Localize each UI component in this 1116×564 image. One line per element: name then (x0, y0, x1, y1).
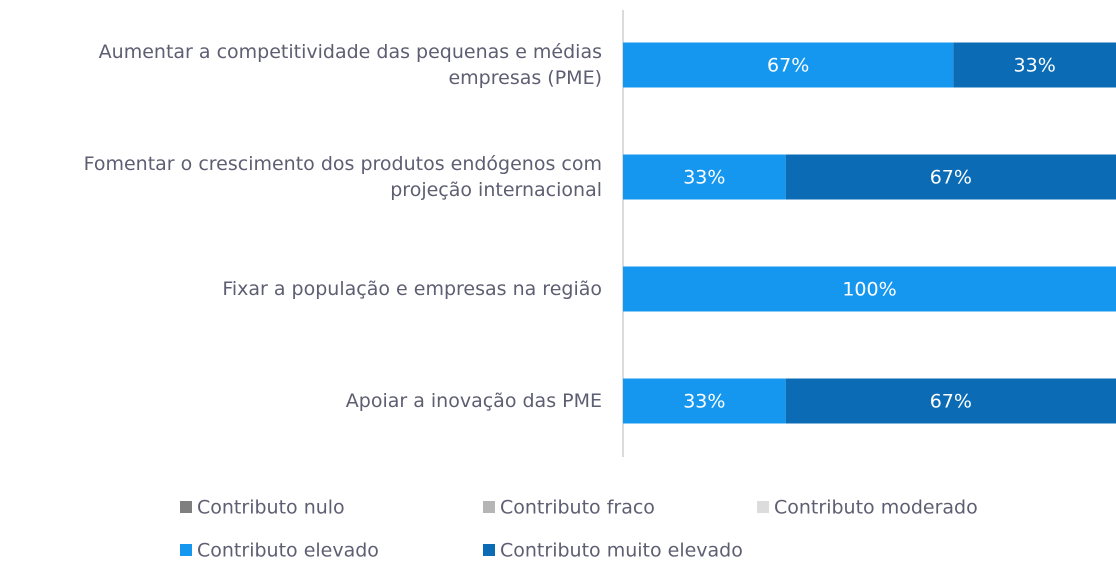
legend-label: Contributo moderado (774, 497, 978, 519)
value-label: 67% (930, 391, 972, 413)
legend-label: Contributo muito elevado (500, 540, 743, 562)
legend-label: Contributo elevado (197, 540, 379, 562)
value-label: 33% (1014, 55, 1056, 77)
legend-swatch (483, 544, 495, 556)
category-label: Aumentar a competitividade das pequenas … (98, 41, 602, 89)
category-label: Apoiar a inovação das PME (345, 390, 602, 412)
value-label: 33% (683, 167, 725, 189)
category-label: Fixar a população e empresas na região (222, 278, 602, 300)
bar-segment (623, 378, 786, 424)
legend-swatch (757, 501, 769, 513)
legend-swatch (483, 501, 495, 513)
bar-segment (623, 266, 1116, 312)
value-label: 67% (767, 55, 809, 77)
bar-segment (623, 42, 954, 88)
bar-segment (953, 42, 1116, 88)
bar-segment (785, 154, 1116, 200)
legend-swatch (180, 501, 192, 513)
value-label: 33% (683, 391, 725, 413)
value-label: 67% (930, 167, 972, 189)
legend-label: Contributo fraco (500, 497, 655, 519)
bar-segment (623, 154, 786, 200)
legend-label: Contributo nulo (197, 497, 345, 519)
legend-swatch (180, 544, 192, 556)
bar-segment (785, 378, 1116, 424)
category-label: Fomentar o crescimento dos produtos endó… (83, 153, 602, 201)
value-label: 100% (842, 279, 896, 301)
